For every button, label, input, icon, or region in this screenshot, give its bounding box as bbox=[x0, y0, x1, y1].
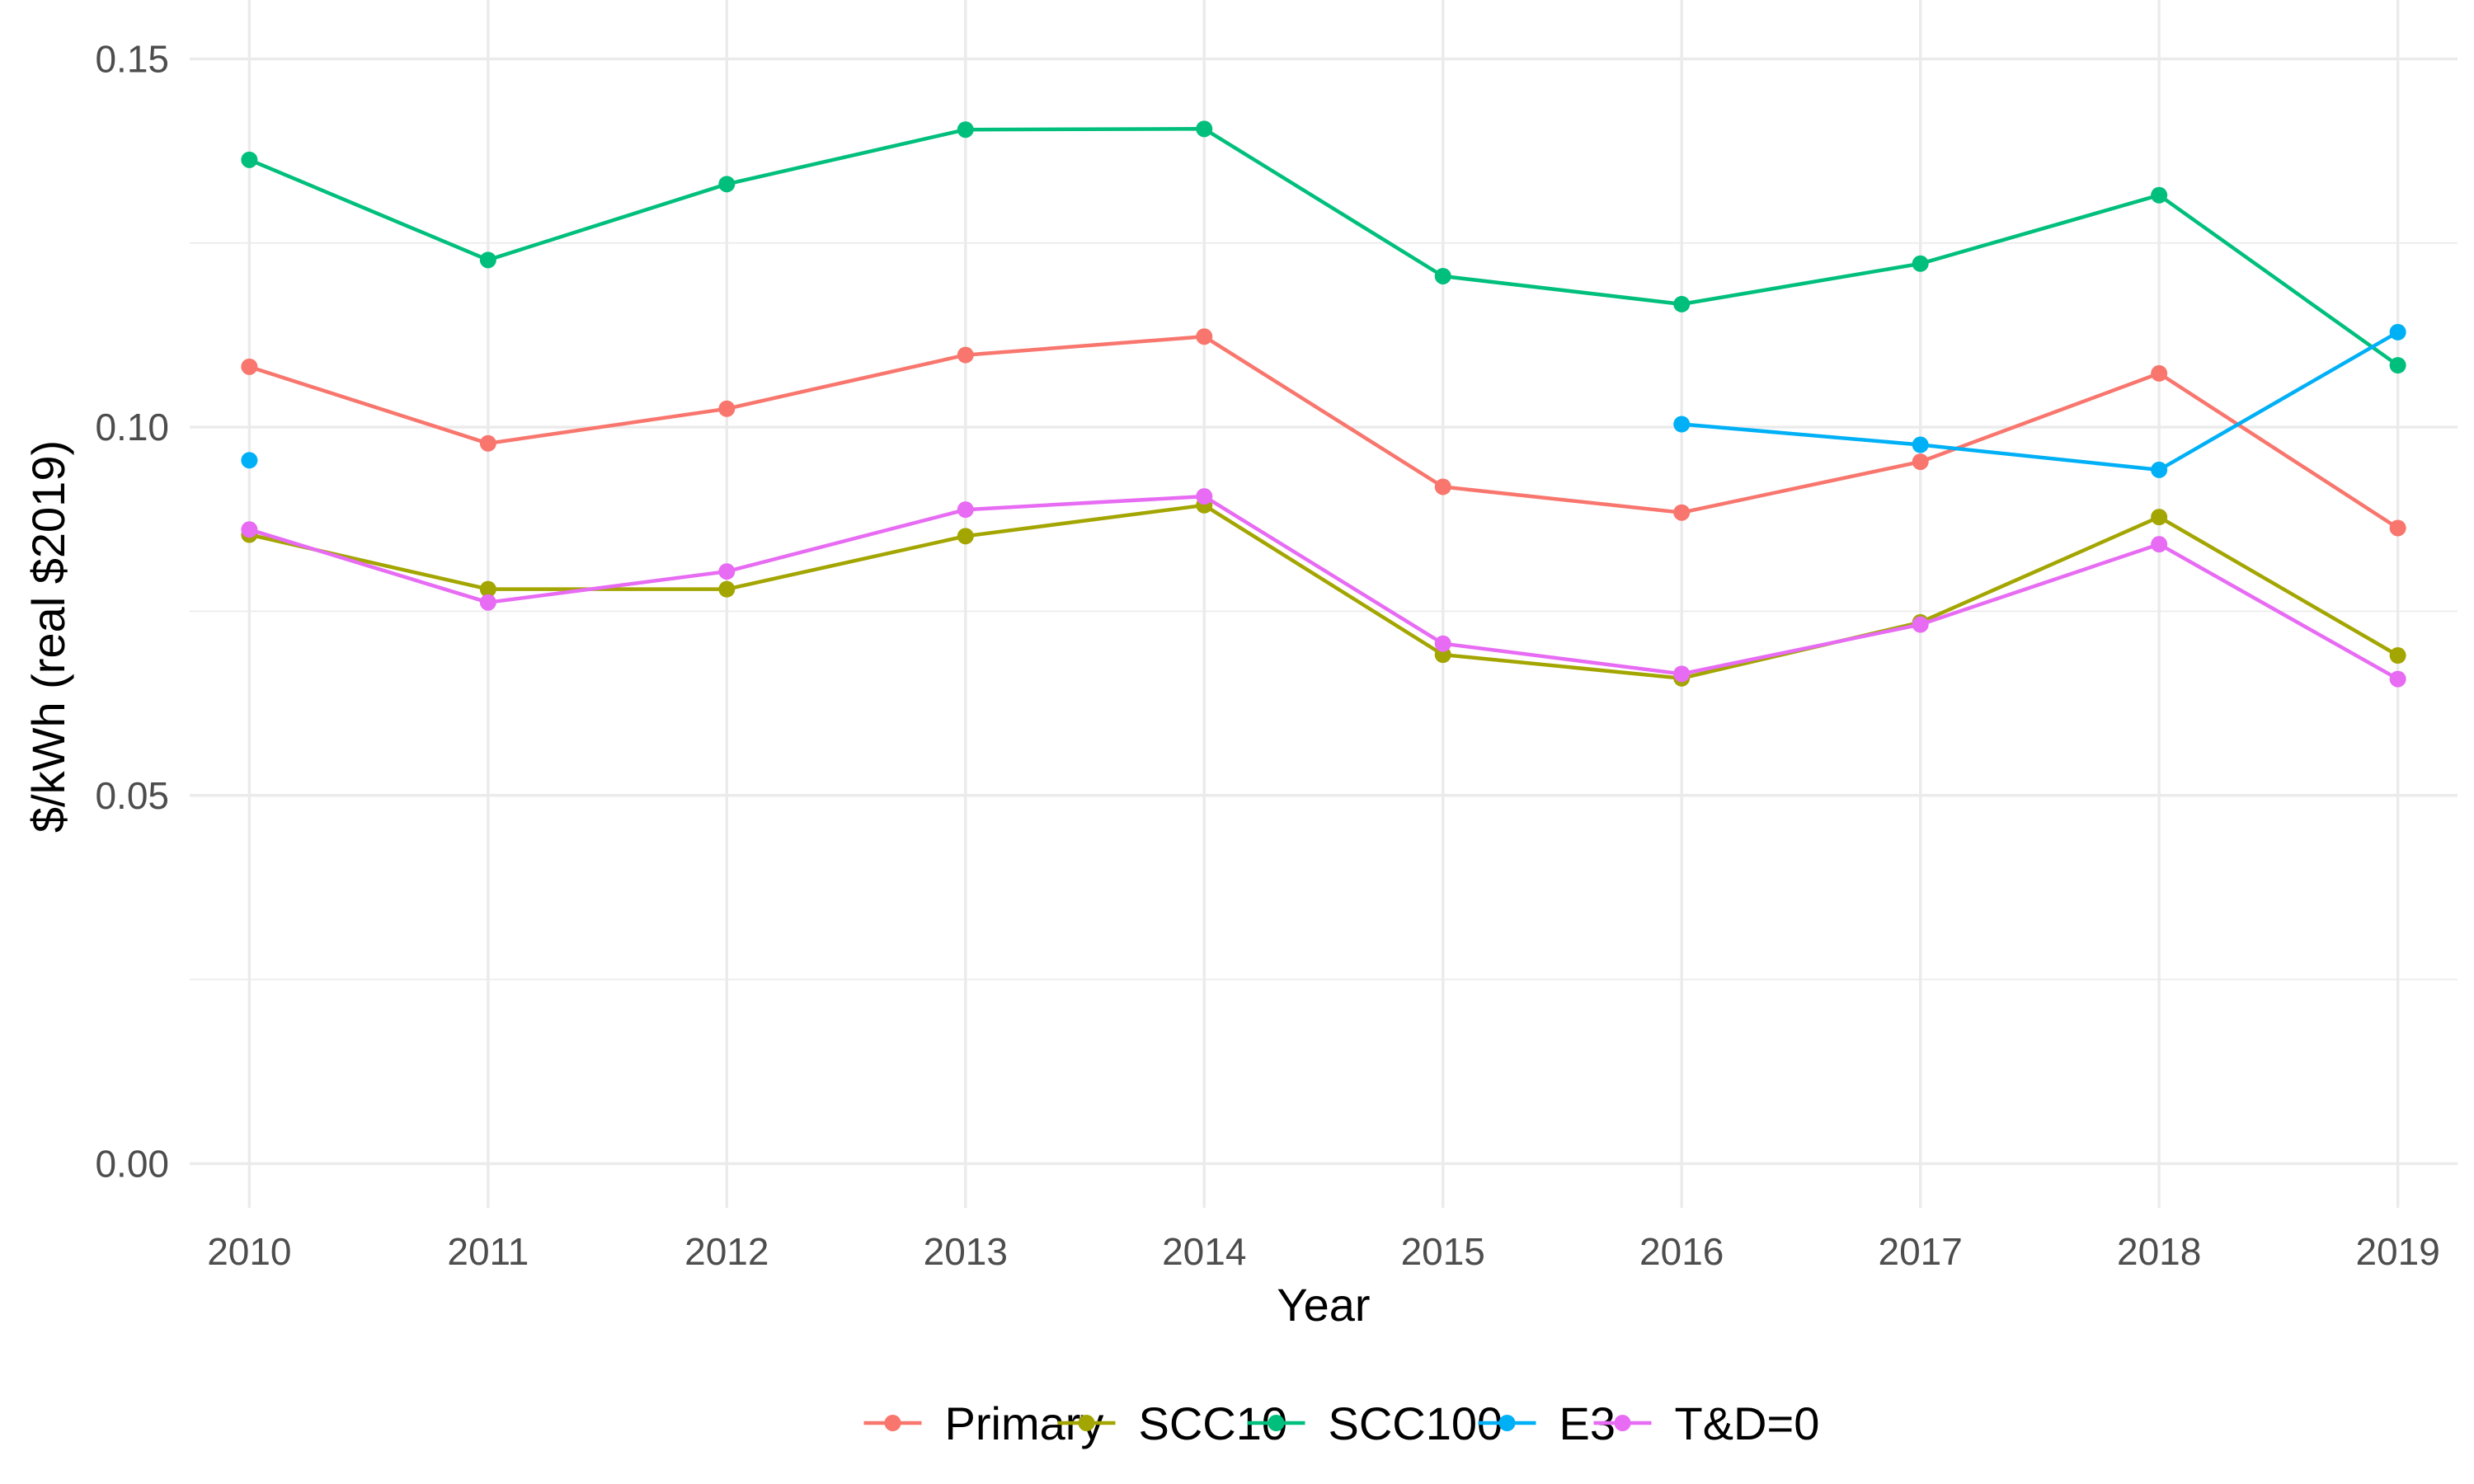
legend-label: SCC100 bbox=[1329, 1397, 1503, 1449]
data-point bbox=[2151, 364, 2168, 382]
y-axis-title: $/kWh (real $2019) bbox=[22, 440, 74, 833]
data-point bbox=[2389, 357, 2406, 374]
legend: Primary SCC10 SCC100 E3 T&D=0 bbox=[863, 1397, 1820, 1449]
x-tick-label: 2011 bbox=[447, 1230, 529, 1273]
series-1 bbox=[241, 328, 2406, 537]
x-axis-title: Year bbox=[1277, 1279, 1370, 1331]
x-tick-label: 2015 bbox=[1401, 1230, 1485, 1273]
legend-key-point bbox=[1268, 1415, 1285, 1431]
data-point bbox=[2389, 670, 2406, 688]
data-point bbox=[479, 580, 496, 598]
data-point bbox=[1434, 267, 1451, 284]
data-point bbox=[1434, 478, 1451, 495]
x-axis-ticks: 2010 2011 2012 2013 2014 2015 2016 2017 2018 2019 bbox=[207, 1230, 2440, 1273]
data-point bbox=[957, 528, 974, 545]
series-line bbox=[248, 503, 2399, 680]
legend-key-point bbox=[1498, 1415, 1516, 1431]
series-line bbox=[248, 127, 2399, 367]
data-point bbox=[241, 521, 258, 538]
y-axis-ticks: 0.00 0.05 0.10 0.15 bbox=[95, 37, 169, 1185]
data-point bbox=[718, 176, 736, 193]
data-point bbox=[2151, 536, 2168, 553]
data-point bbox=[2151, 461, 2168, 478]
data-point bbox=[1673, 295, 1691, 312]
series-layer bbox=[241, 120, 2406, 688]
legend-item: T&D=0 bbox=[1593, 1397, 1820, 1449]
x-tick-label: 2010 bbox=[207, 1230, 291, 1273]
data-point bbox=[1673, 416, 1691, 433]
data-point bbox=[957, 121, 974, 139]
data-point bbox=[479, 251, 496, 269]
series-line bbox=[248, 334, 2399, 530]
data-point bbox=[2151, 186, 2168, 204]
data-point bbox=[718, 400, 736, 417]
series-5 bbox=[241, 488, 2406, 688]
data-point bbox=[241, 358, 258, 375]
data-point bbox=[1196, 328, 1213, 345]
data-point bbox=[1912, 616, 1929, 633]
y-tick-label: 0.10 bbox=[95, 406, 169, 448]
grid bbox=[190, 0, 2458, 1208]
legend-key-point bbox=[1614, 1415, 1631, 1431]
data-point bbox=[479, 594, 496, 611]
series-4 bbox=[241, 323, 2406, 478]
data-point bbox=[241, 452, 258, 469]
data-point bbox=[1673, 665, 1691, 683]
data-point bbox=[957, 346, 974, 364]
series-3 bbox=[241, 120, 2406, 374]
y-tick-label: 0.00 bbox=[95, 1142, 169, 1185]
series-line bbox=[248, 494, 2399, 681]
data-point bbox=[2151, 509, 2168, 526]
y-tick-label: 0.15 bbox=[95, 37, 169, 80]
data-point bbox=[718, 580, 736, 598]
x-tick-label: 2013 bbox=[924, 1230, 1008, 1273]
data-point bbox=[241, 151, 258, 168]
data-point bbox=[2389, 519, 2406, 537]
data-point bbox=[2389, 647, 2406, 665]
legend-label: T&D=0 bbox=[1675, 1397, 1820, 1449]
x-tick-label: 2018 bbox=[2117, 1230, 2201, 1273]
data-point bbox=[479, 434, 496, 452]
legend-key-point bbox=[1078, 1415, 1095, 1431]
legend-item: SCC100 bbox=[1247, 1397, 1503, 1449]
x-tick-label: 2019 bbox=[2355, 1230, 2439, 1273]
x-tick-label: 2017 bbox=[1879, 1230, 1963, 1273]
x-tick-label: 2012 bbox=[684, 1230, 769, 1273]
legend-key-point bbox=[884, 1415, 901, 1431]
data-point bbox=[718, 563, 736, 580]
y-tick-label: 0.05 bbox=[95, 774, 169, 817]
x-tick-label: 2016 bbox=[1639, 1230, 1724, 1273]
data-point bbox=[1196, 488, 1213, 505]
data-point bbox=[1673, 504, 1691, 521]
data-point bbox=[2389, 323, 2406, 340]
data-point bbox=[957, 501, 974, 519]
x-tick-label: 2014 bbox=[1162, 1230, 1246, 1273]
data-point bbox=[1434, 635, 1451, 652]
data-point bbox=[1912, 453, 1929, 471]
data-point bbox=[1912, 255, 1929, 272]
data-point bbox=[1912, 436, 1929, 453]
series-line bbox=[1681, 330, 2399, 472]
data-point bbox=[1196, 120, 1213, 138]
